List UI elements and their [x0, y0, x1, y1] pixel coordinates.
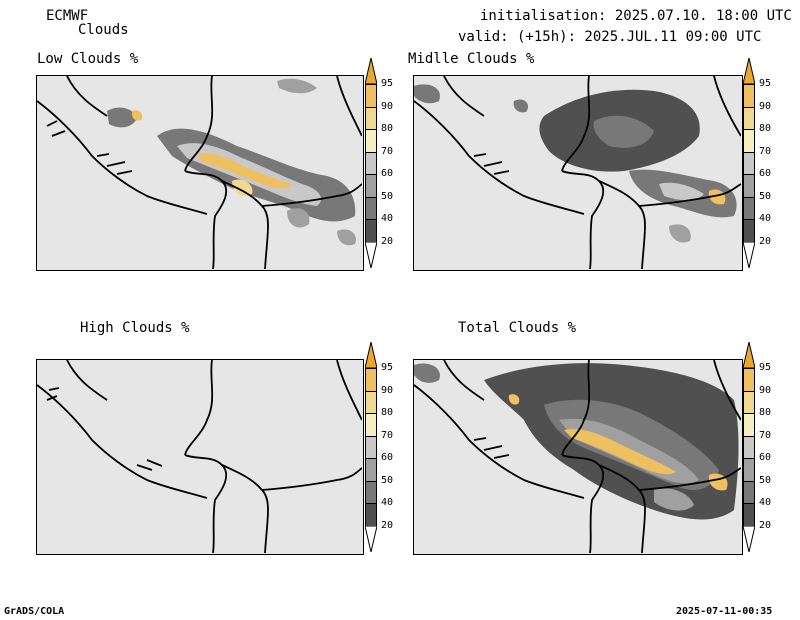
- panel-title-high: High Clouds %: [80, 320, 190, 336]
- colorbar-band: [743, 129, 755, 153]
- colorbar-tick-label: 60: [381, 452, 394, 463]
- colorbar-total: 20 40 50 60 70 80 90 95: [743, 342, 771, 574]
- colorbar-tick-label: 20: [381, 519, 394, 531]
- colorbar-band: [743, 458, 755, 482]
- colorbar-band: [365, 196, 377, 220]
- cloud-shading-low: [107, 78, 356, 246]
- colorbar-tick-label: 95: [759, 78, 772, 89]
- colorbar-top-arrow: [743, 342, 755, 368]
- colorbar-band: [743, 196, 755, 220]
- colorbar-bottom-arrow: [365, 525, 377, 552]
- colorbar-band: [365, 84, 377, 108]
- panel-title-low: Low Clouds %: [37, 51, 139, 67]
- colorbar-tick-label: 50: [381, 474, 394, 486]
- map-panel-total: [413, 359, 743, 555]
- map-panel-high: [36, 359, 364, 555]
- colorbar-tick-label: 40: [759, 497, 772, 508]
- colorbar-band: [365, 129, 377, 153]
- colorbar-tick-label: 80: [381, 123, 394, 134]
- coastline-borders-total: [414, 360, 741, 553]
- colorbar-band: [743, 480, 755, 504]
- cloud-shading-middle: [414, 84, 737, 243]
- colorbar-band: [743, 106, 755, 130]
- colorbar-top-arrow: [365, 58, 377, 84]
- cloud-shading-total: [414, 363, 739, 520]
- colorbar-band: [365, 435, 377, 459]
- colorbar-band: [365, 151, 377, 175]
- colorbar-tick-label: 60: [759, 452, 772, 463]
- colorbar-tick-label: 70: [759, 145, 772, 157]
- colorbar-band: [365, 174, 377, 198]
- colorbar-band: [743, 390, 755, 414]
- colorbar-band: [365, 413, 377, 437]
- map-panel-middle: [413, 75, 743, 271]
- valid-time: valid: (+15h): 2025.JUL.11 09:00 UTC: [458, 29, 762, 45]
- coastline-borders-low: [37, 76, 362, 269]
- colorbar-tick-label: 90: [381, 100, 394, 112]
- footer-left: GrADS/COLA: [4, 606, 65, 617]
- colorbar-tick-label: 80: [381, 407, 394, 418]
- colorbar-tick-label: 95: [759, 362, 772, 373]
- colorbar-tick-label: 80: [759, 407, 772, 418]
- colorbar-band: [743, 413, 755, 437]
- coastline-borders-high: [37, 360, 362, 553]
- colorbar-band: [743, 435, 755, 459]
- colorbar-tick-label: 50: [381, 190, 394, 202]
- colorbar-tick-label: 80: [759, 123, 772, 134]
- colorbar-band: [365, 458, 377, 482]
- colorbar-band: [743, 174, 755, 198]
- colorbar-tick-label: 70: [759, 429, 772, 441]
- colorbar-tick-label: 50: [759, 190, 772, 202]
- colorbar-high: 20 40 50 60 70 80 90 95: [365, 342, 393, 574]
- field-label: Clouds: [78, 22, 129, 38]
- colorbar-top-arrow: [743, 58, 755, 84]
- panel-title-middle: Midlle Clouds %: [408, 51, 535, 67]
- panel-title-total: Total Clouds %: [458, 320, 577, 336]
- colorbar-band: [365, 503, 377, 527]
- colorbar-band: [743, 503, 755, 527]
- colorbar-band: [365, 368, 377, 392]
- coastline-borders-middle: [414, 76, 741, 269]
- map-panel-low: [36, 75, 364, 271]
- footer-right: 2025-07-11-00:35: [676, 606, 773, 617]
- colorbar-band: [743, 84, 755, 108]
- colorbar-tick-label: 40: [759, 213, 772, 224]
- colorbar-tick-label: 70: [381, 145, 394, 157]
- colorbar-middle: 20 40 50 60 70 80 90 95: [743, 58, 771, 290]
- colorbar-tick-label: 20: [759, 235, 772, 247]
- colorbar-tick-label: 60: [381, 168, 394, 179]
- colorbar-tick-label: 90: [381, 384, 394, 396]
- colorbar-tick-label: 20: [759, 519, 772, 531]
- colorbar-tick-label: 95: [381, 362, 394, 373]
- colorbar-band: [365, 219, 377, 243]
- init-time: initialisation: 2025.07.10. 18:00 UTC: [480, 8, 792, 24]
- colorbar-tick-label: 40: [381, 213, 394, 224]
- colorbar-bottom-arrow: [743, 241, 755, 268]
- colorbar-top-arrow: [365, 342, 377, 368]
- colorbar-tick-label: 90: [759, 100, 772, 112]
- colorbar-bottom-arrow: [365, 241, 377, 268]
- colorbar-tick-label: 50: [759, 474, 772, 486]
- colorbar-band: [365, 106, 377, 130]
- colorbar-bottom-arrow: [743, 525, 755, 552]
- colorbar-low: 20 40 50 60 70 80 90 95: [365, 58, 393, 290]
- colorbar-tick-label: 95: [381, 78, 394, 89]
- colorbar-band: [365, 480, 377, 504]
- model-label: ECMWF: [46, 8, 89, 24]
- colorbar-band: [743, 368, 755, 392]
- colorbar-tick-label: 40: [381, 497, 394, 508]
- colorbar-band: [743, 219, 755, 243]
- colorbar-tick-label: 90: [759, 384, 772, 396]
- colorbar-band: [365, 390, 377, 414]
- colorbar-band: [743, 151, 755, 175]
- colorbar-tick-label: 60: [759, 168, 772, 179]
- colorbar-tick-label: 20: [381, 235, 394, 247]
- colorbar-tick-label: 70: [381, 429, 394, 441]
